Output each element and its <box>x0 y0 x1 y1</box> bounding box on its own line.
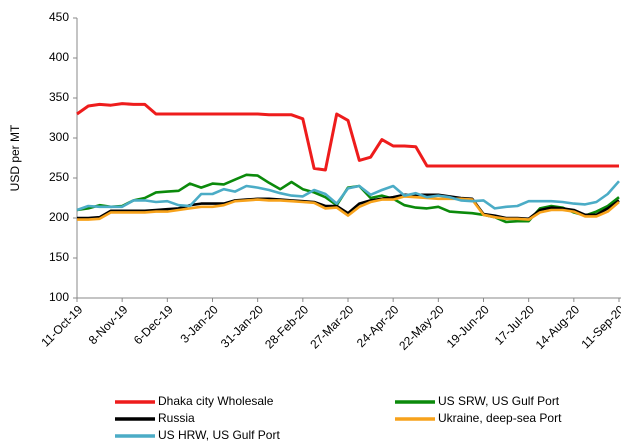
x-tick-label: 28-Feb-20 <box>262 302 311 351</box>
x-tick-label: 14-Aug-20 <box>533 302 583 352</box>
x-tick-label: 6-Dec-19 <box>131 302 176 347</box>
x-tick-label: 19-Jun-20 <box>444 302 492 350</box>
legend-label: Dhaka city Wholesale <box>158 394 274 408</box>
y-tick-label: 200 <box>49 210 69 224</box>
x-tick-label: 11-Sep-20 <box>578 302 621 351</box>
series-line <box>76 180 620 212</box>
x-tick-label: 8-Nov-19 <box>86 302 131 347</box>
x-tick-label: 17-Jul-20 <box>492 302 538 348</box>
series-line <box>77 195 620 221</box>
y-tick-label: 350 <box>49 90 69 104</box>
y-tick-label: 150 <box>49 250 69 264</box>
y-tick-label: 450 <box>49 10 69 24</box>
y-tick-label: 100 <box>49 290 69 304</box>
x-tick-label: 24-Apr-20 <box>354 302 402 350</box>
legend-label: Ukraine, deep-sea Port <box>438 411 562 425</box>
legend-label: Russia <box>158 411 195 425</box>
legend-label: US SRW, US Gulf Port <box>438 394 560 408</box>
y-tick-label: 400 <box>49 50 69 64</box>
legend-label: US HRW, US Gulf Port <box>158 428 280 442</box>
series-line <box>76 102 619 172</box>
y-axis-title: USD per MT <box>8 124 22 191</box>
y-tick-label: 300 <box>49 130 69 144</box>
x-tick-label: 3-Jan-20 <box>177 302 221 346</box>
x-tick-label: 27-Mar-20 <box>307 302 356 351</box>
x-tick-label: 22-May-20 <box>396 302 447 353</box>
x-tick-label: 31-Jan-20 <box>218 302 266 350</box>
x-tick-label: 11-Oct-19 <box>38 302 85 349</box>
y-tick-label: 250 <box>49 170 69 184</box>
